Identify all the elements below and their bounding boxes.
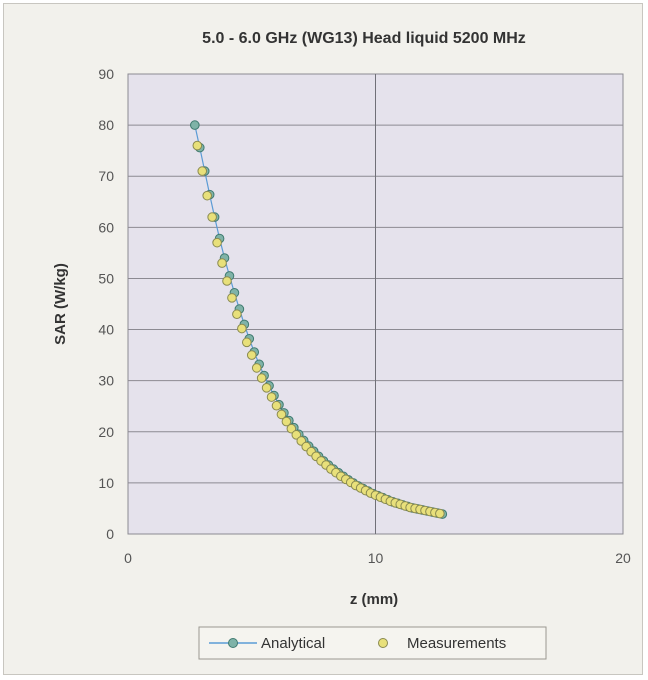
gridlines: [128, 74, 623, 534]
x-tick-label: 0: [124, 550, 132, 566]
chart-title: 5.0 - 6.0 GHz (WG13) Head liquid 5200 MH…: [202, 30, 526, 47]
series-measurements: [192, 140, 445, 519]
measurement-point: [246, 350, 257, 360]
y-tick-label: 0: [106, 526, 114, 542]
measurement-point: [222, 276, 232, 286]
legend-measurements-marker-icon: [378, 638, 388, 648]
measurement-point: [266, 392, 277, 402]
analytical-point: [190, 120, 200, 130]
y-tick-label: 10: [98, 475, 114, 491]
x-tick-labels: 0 10 20: [124, 550, 631, 566]
y-tick-label: 70: [98, 168, 114, 184]
measurement-point: [242, 337, 252, 348]
y-tick-labels: 0 10 20 30 40 50 60 70 80 90: [98, 66, 114, 542]
measurement-point: [276, 409, 287, 420]
measurement-point: [251, 363, 262, 373]
measurement-point: [202, 190, 212, 201]
legend-analytical-marker-icon: [228, 638, 238, 648]
x-tick-label: 10: [368, 550, 384, 566]
measurement-point: [435, 508, 445, 519]
measurement-point: [271, 400, 282, 411]
y-tick-label: 50: [98, 270, 114, 286]
y-tick-label: 80: [98, 117, 114, 133]
measurement-point: [192, 140, 203, 151]
legend-measurements-label: Measurements: [407, 635, 506, 652]
measurement-point: [281, 416, 292, 427]
measurement-point: [197, 166, 208, 176]
y-tick-label: 60: [98, 219, 114, 235]
y-tick-label: 20: [98, 424, 114, 440]
x-axis-label: z (mm): [350, 591, 398, 608]
y-tick-label: 90: [98, 66, 114, 82]
measurement-point: [217, 258, 227, 268]
legend: Analytical Measurements: [198, 626, 547, 660]
y-axis-label: SAR (W/kg): [52, 263, 69, 345]
y-tick-label: 40: [98, 322, 114, 338]
measurement-point: [291, 430, 302, 440]
measurement-point: [286, 423, 297, 434]
measurement-point: [207, 212, 217, 222]
measurement-point: [232, 309, 242, 320]
measurement-point: [212, 237, 222, 248]
y-tick-label: 30: [98, 373, 114, 389]
measurement-point: [237, 323, 247, 334]
x-tick-label: 20: [615, 550, 631, 566]
measurement-point: [261, 383, 272, 393]
measurement-point: [256, 373, 267, 383]
measurement-point: [227, 293, 237, 303]
legend-analytical-label: Analytical: [261, 635, 325, 652]
